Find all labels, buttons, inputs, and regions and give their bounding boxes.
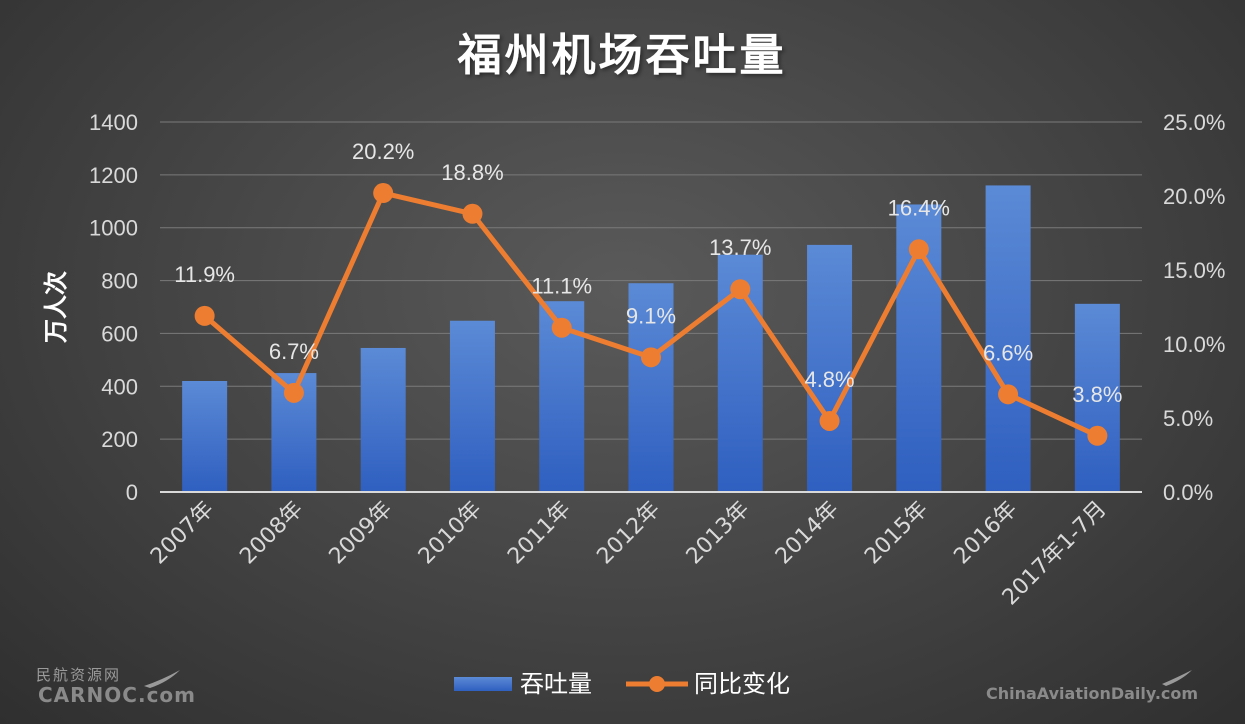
data-label: 13.7% xyxy=(709,235,771,260)
y2-tick-label: 0.0% xyxy=(1163,480,1213,505)
x-axis-ticks: 2007年 2008年 2009年 2010年 2011年 2012年 2013年 2014年… xyxy=(146,497,1112,611)
plane-icon-right xyxy=(1162,670,1192,686)
line-marker xyxy=(283,382,304,403)
y-tick-label: 1000 xyxy=(89,216,138,241)
line-marker xyxy=(641,347,661,368)
y-tick-label: 600 xyxy=(101,321,138,346)
line-marker xyxy=(819,410,840,431)
line-marker xyxy=(998,384,1019,405)
data-label: 18.8% xyxy=(441,160,503,185)
x-tick-label: 2008年 xyxy=(235,497,308,570)
x-tick-label: 2010年 xyxy=(414,497,487,570)
x-tick-label: 2016年 xyxy=(950,497,1023,570)
y2-tick-label: 10.0% xyxy=(1163,332,1225,357)
y2-tick-label: 5.0% xyxy=(1163,406,1213,431)
y-tick-label: 1400 xyxy=(89,110,138,135)
legend-swatch-bar xyxy=(454,677,512,691)
bar-series xyxy=(182,185,1120,492)
data-labels: 11.9% 6.7% 20.2% 18.8% 11.1% 9.1% 13.7% 4.8% 16.… xyxy=(174,139,1122,407)
watermark-chinaaviationdaily: ChinaAviationDaily.com xyxy=(986,684,1199,703)
data-label: 9.1% xyxy=(626,303,676,328)
line-marker xyxy=(1087,425,1108,446)
line-marker xyxy=(194,305,215,326)
plane-icon xyxy=(144,670,180,688)
data-label: 6.6% xyxy=(983,340,1033,365)
data-label: 11.1% xyxy=(531,274,592,299)
chart-title: 福州机场吞吐量 xyxy=(457,30,787,81)
bar xyxy=(807,244,853,492)
legend-swatch-marker xyxy=(649,676,665,692)
x-tick-label: 2013年 xyxy=(682,497,755,570)
line-marker xyxy=(373,183,394,204)
watermark-carnoc-en: CARNOC.com xyxy=(38,683,197,707)
y2-tick-label: 15.0% xyxy=(1163,258,1225,283)
bar xyxy=(360,347,406,492)
data-label: 3.8% xyxy=(1072,382,1122,407)
y-tick-label: 200 xyxy=(101,427,138,452)
y2-tick-label: 25.0% xyxy=(1163,110,1225,135)
y-axis-ticks: 0 200 400 600 800 1000 1200 1400 xyxy=(89,110,138,505)
line-series xyxy=(194,183,1108,446)
y2-tick-label: 20.0% xyxy=(1163,184,1225,209)
y-tick-label: 800 xyxy=(101,269,138,294)
watermark-carnoc-cn: 民航资源网 xyxy=(36,667,122,684)
line-marker xyxy=(730,279,751,300)
line-marker xyxy=(908,239,929,260)
y-tick-label: 400 xyxy=(101,374,138,399)
bar xyxy=(985,185,1031,492)
legend: 吞吐量 同比变化 xyxy=(454,670,790,698)
line-marker xyxy=(462,203,483,224)
bar xyxy=(628,283,674,492)
bar xyxy=(1074,303,1120,492)
data-label: 6.7% xyxy=(269,339,319,364)
bar xyxy=(182,381,228,492)
y-axis-label: 万人次 xyxy=(42,271,70,343)
data-label: 16.4% xyxy=(888,195,950,220)
y2-axis-ticks: 0.0% 5.0% 10.0% 15.0% 20.0% 25.0% xyxy=(1163,110,1225,505)
legend-label-bar: 吞吐量 xyxy=(520,670,592,698)
data-label: 11.9% xyxy=(174,262,235,287)
x-tick-label: 2009年 xyxy=(325,497,398,570)
x-tick-label: 2012年 xyxy=(592,497,665,570)
line-marker xyxy=(551,317,572,338)
data-label: 4.8% xyxy=(804,367,854,392)
x-tick-label: 2015年 xyxy=(860,497,933,570)
y-tick-label: 1200 xyxy=(89,163,138,188)
legend-label-line: 同比变化 xyxy=(694,670,790,698)
x-tick-label: 2014年 xyxy=(771,497,844,570)
data-label: 20.2% xyxy=(352,139,414,164)
x-tick-label: 2011年 xyxy=(503,497,576,570)
y-tick-label: 0 xyxy=(126,480,138,505)
bar xyxy=(449,320,495,492)
x-tick-label: 2007年 xyxy=(146,497,219,570)
